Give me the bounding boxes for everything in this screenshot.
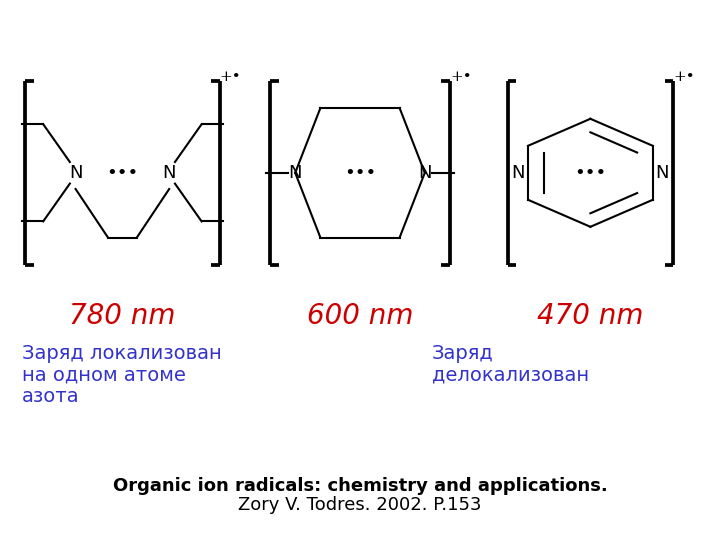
Text: •••: ••• <box>107 164 138 182</box>
Text: +•: +• <box>673 70 695 84</box>
Text: делокализован: делокализован <box>432 366 589 385</box>
Text: Заряд: Заряд <box>432 344 494 363</box>
Text: Заряд локализован: Заряд локализован <box>22 344 221 363</box>
Text: N: N <box>69 164 82 182</box>
Text: +•: +• <box>450 70 472 84</box>
Text: 780 nm: 780 nm <box>69 302 176 330</box>
Text: N: N <box>418 164 431 182</box>
Text: на одном атоме: на одном атоме <box>22 366 186 385</box>
Text: N: N <box>512 164 525 182</box>
Text: •••: ••• <box>344 164 376 182</box>
Text: N: N <box>656 164 669 182</box>
Text: 470 nm: 470 nm <box>537 302 644 330</box>
Text: Organic ion radicals: chemistry and applications.: Organic ion radicals: chemistry and appl… <box>112 477 608 495</box>
Text: N: N <box>163 164 176 182</box>
Text: Zory V. Todres. 2002. P.153: Zory V. Todres. 2002. P.153 <box>238 496 482 514</box>
Text: +•: +• <box>220 70 241 84</box>
Text: N: N <box>289 164 302 182</box>
Text: •••: ••• <box>575 164 606 182</box>
Text: 600 nm: 600 nm <box>307 302 413 330</box>
Text: азота: азота <box>22 387 79 407</box>
